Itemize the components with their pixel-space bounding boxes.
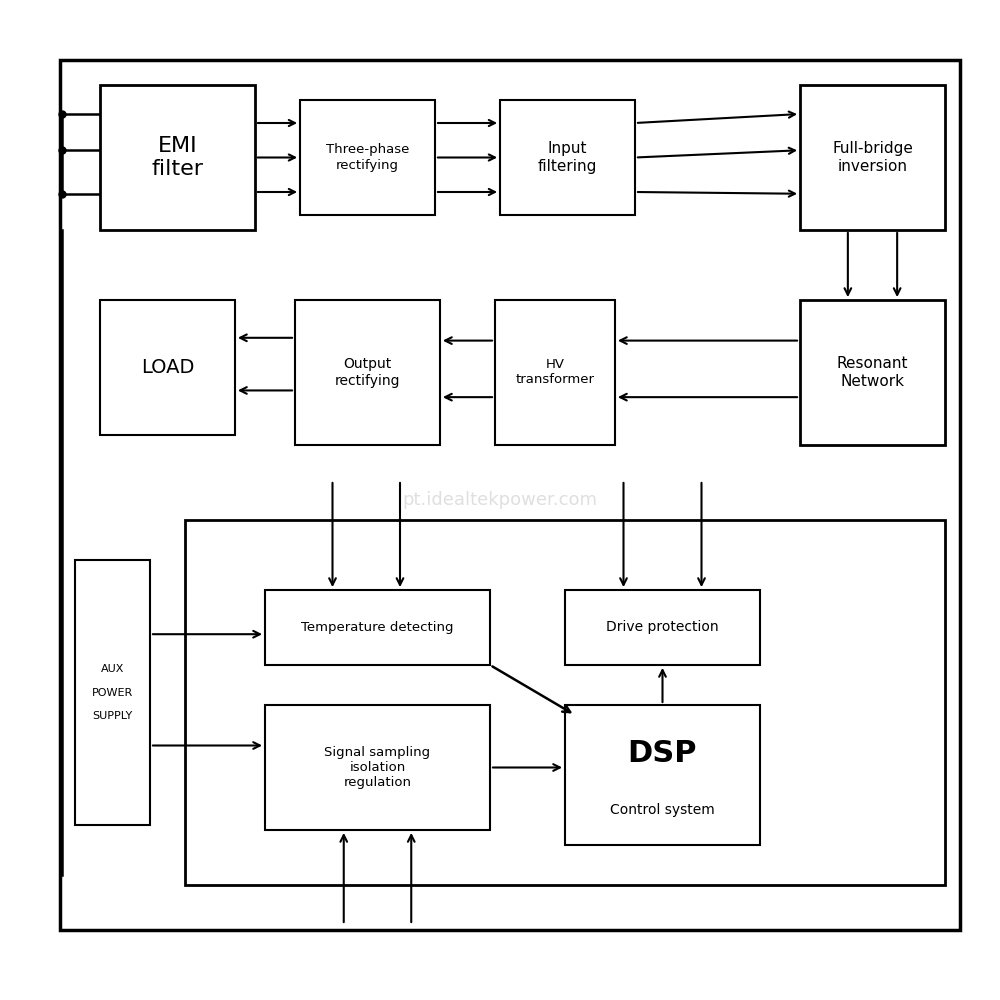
FancyBboxPatch shape bbox=[265, 705, 490, 830]
FancyBboxPatch shape bbox=[295, 300, 440, 445]
FancyBboxPatch shape bbox=[100, 300, 235, 435]
FancyBboxPatch shape bbox=[800, 85, 945, 230]
Text: Drive protection: Drive protection bbox=[606, 620, 719, 635]
Text: Three-phase
rectifying: Three-phase rectifying bbox=[326, 143, 409, 172]
FancyBboxPatch shape bbox=[100, 85, 255, 230]
FancyBboxPatch shape bbox=[565, 705, 760, 845]
Text: LOAD: LOAD bbox=[141, 358, 194, 377]
FancyBboxPatch shape bbox=[495, 300, 615, 445]
Text: Temperature detecting: Temperature detecting bbox=[301, 621, 454, 634]
Text: Input
filtering: Input filtering bbox=[538, 141, 597, 174]
Text: Full-bridge
inversion: Full-bridge inversion bbox=[832, 141, 913, 174]
FancyBboxPatch shape bbox=[500, 100, 635, 215]
Text: pt.idealtekpower.com: pt.idealtekpower.com bbox=[402, 491, 598, 509]
Text: Resonant
Network: Resonant Network bbox=[837, 356, 908, 389]
Text: Control system: Control system bbox=[610, 803, 715, 817]
FancyBboxPatch shape bbox=[265, 590, 490, 665]
FancyBboxPatch shape bbox=[300, 100, 435, 215]
Text: EMI
filter: EMI filter bbox=[152, 136, 204, 179]
Text: DSP: DSP bbox=[628, 740, 697, 768]
FancyBboxPatch shape bbox=[75, 560, 150, 825]
FancyBboxPatch shape bbox=[60, 60, 960, 930]
Text: AUX

POWER

SUPPLY: AUX POWER SUPPLY bbox=[92, 664, 133, 721]
FancyBboxPatch shape bbox=[800, 300, 945, 445]
FancyBboxPatch shape bbox=[565, 590, 760, 665]
Text: Signal sampling
isolation
regulation: Signal sampling isolation regulation bbox=[324, 746, 431, 789]
Text: Output
rectifying: Output rectifying bbox=[335, 357, 400, 388]
Text: HV
transformer: HV transformer bbox=[515, 358, 594, 386]
